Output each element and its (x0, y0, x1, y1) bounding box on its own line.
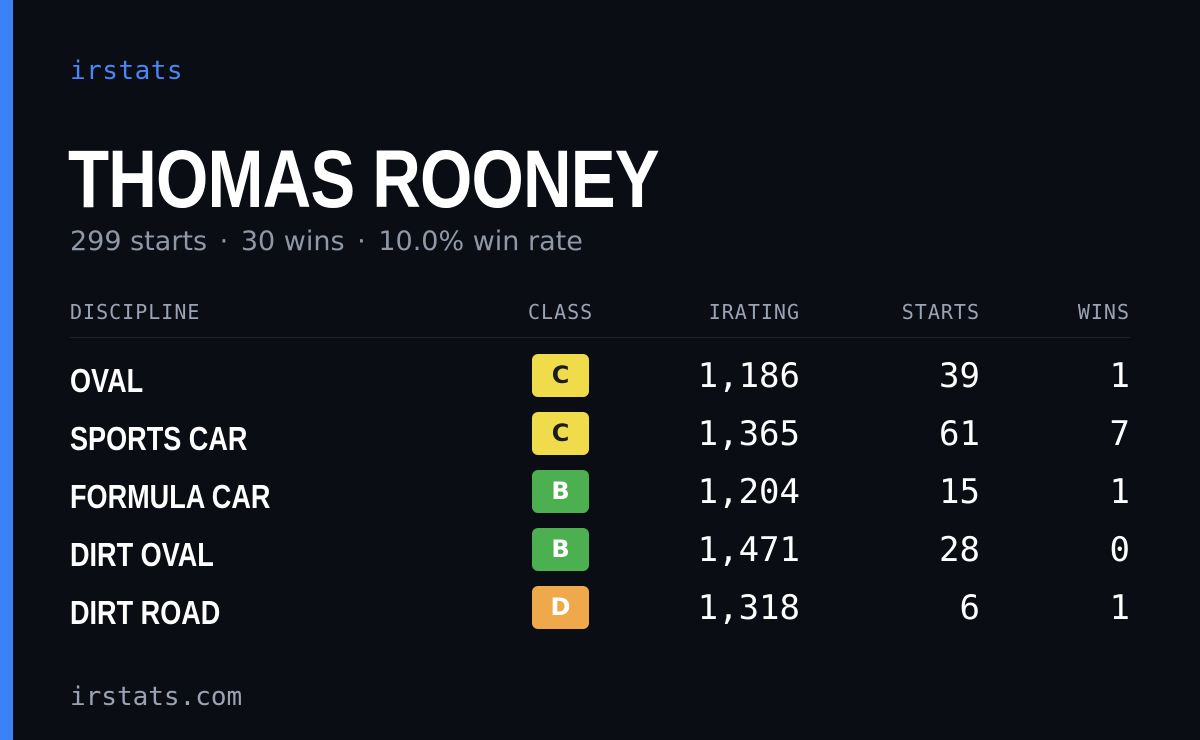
row-wins: 0 (1109, 530, 1130, 570)
table-row: FORMULA CAR B 1,204 15 1 (70, 470, 1130, 528)
row-discipline: DIRT OVAL (70, 536, 214, 573)
class-badge: B (532, 470, 589, 513)
row-irating: 1,204 (697, 472, 800, 512)
row-discipline: SPORTS CAR (70, 420, 248, 457)
header-starts: STARTS (901, 300, 980, 324)
row-irating: 1,318 (697, 588, 800, 628)
driver-name: THOMAS ROONEY (68, 134, 660, 225)
row-irating: 1,471 (697, 530, 800, 570)
row-discipline: OVAL (70, 362, 144, 399)
table-row: DIRT OVAL B 1,471 28 0 (70, 528, 1130, 586)
class-badge: C (532, 412, 589, 455)
summary-starts: 299 starts (70, 226, 208, 257)
row-starts: 39 (939, 356, 980, 396)
driver-summary: 299 starts · 30 wins · 10.0% win rate (70, 226, 583, 257)
row-starts: 61 (939, 414, 980, 454)
brand-logo: irstats (70, 56, 184, 86)
row-starts: 6 (959, 588, 980, 628)
row-discipline: FORMULA CAR (70, 478, 271, 515)
class-badge: D (532, 586, 589, 629)
class-badge: B (532, 528, 589, 571)
row-irating: 1,365 (697, 414, 800, 454)
summary-separator: · (357, 226, 366, 257)
row-wins: 1 (1109, 588, 1130, 628)
class-badge: C (532, 354, 589, 397)
row-starts: 15 (939, 472, 980, 512)
row-starts: 28 (939, 530, 980, 570)
footer-url: irstats.com (70, 682, 243, 712)
row-wins: 7 (1109, 414, 1130, 454)
summary-win-rate: 10.0% win rate (378, 226, 583, 257)
table-row: DIRT ROAD D 1,318 6 1 (70, 586, 1130, 644)
table-row: OVAL C 1,186 39 1 (70, 354, 1130, 412)
row-wins: 1 (1109, 356, 1130, 396)
header-irating: IRATING (708, 300, 800, 324)
row-irating: 1,186 (697, 356, 800, 396)
summary-wins: 30 wins (240, 226, 345, 257)
summary-separator: · (219, 226, 229, 257)
header-discipline: DISCIPLINE (70, 300, 201, 324)
table-row: SPORTS CAR C 1,365 61 7 (70, 412, 1130, 470)
row-discipline: DIRT ROAD (70, 594, 221, 631)
header-class: CLASS (528, 300, 594, 324)
accent-bar (0, 0, 13, 740)
row-wins: 1 (1109, 472, 1130, 512)
table-header: DISCIPLINE CLASS IRATING STARTS WINS (70, 300, 1130, 338)
header-wins: WINS (1077, 300, 1130, 324)
